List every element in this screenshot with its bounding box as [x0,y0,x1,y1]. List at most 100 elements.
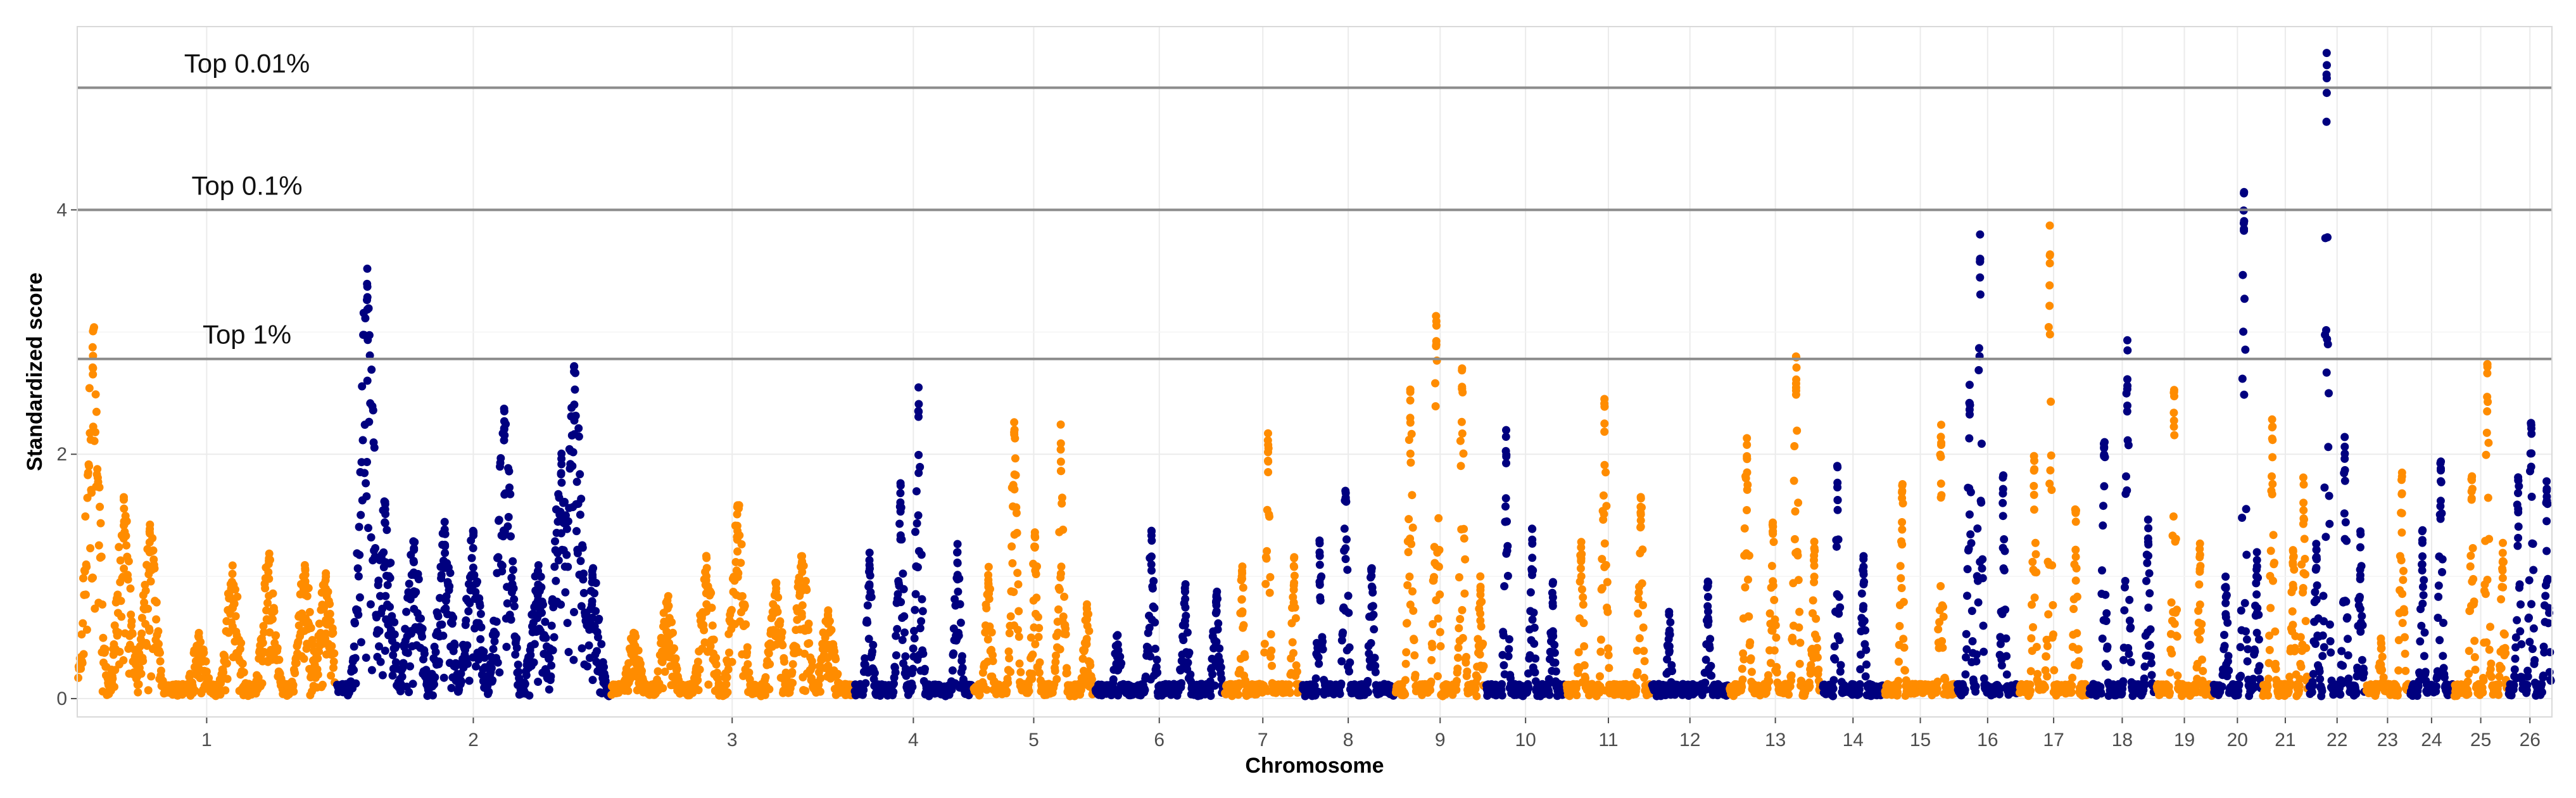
snp-point [1458,634,1467,642]
snp-point [910,634,919,643]
snp-point [1855,680,1864,688]
snp-point [1013,626,1022,634]
snp-point [498,561,507,570]
snp-point [1086,661,1095,670]
snp-point [892,651,900,660]
snp-point [236,645,244,654]
snp-point [1263,547,1272,555]
snp-point [471,588,480,597]
snp-point [1147,531,1156,540]
snp-point [984,579,993,588]
snp-point [1406,396,1415,405]
snp-point [1598,555,1607,564]
snp-point [550,562,559,571]
snp-point [330,649,339,658]
snp-point [376,657,385,666]
snp-point [918,607,927,616]
snp-point [1436,628,1444,636]
snp-point [502,642,511,651]
snp-point [79,619,87,628]
snp-point [1461,555,1470,564]
snp-point [390,618,399,626]
snp-point [1829,692,1838,700]
snp-point [1898,540,1907,549]
snp-point [139,657,148,666]
snp-point [437,571,446,580]
snp-point [1965,510,1974,519]
snp-point [1831,655,1840,664]
snp-point [1344,609,1353,618]
snp-point [1601,468,1610,477]
snp-point [1434,614,1443,623]
snp-point [362,654,370,662]
snp-point [1432,340,1441,349]
snp-point [1639,647,1648,656]
snp-point [1290,571,1299,580]
snp-point [390,630,399,639]
snp-point [263,598,272,607]
snp-point [1035,668,1044,677]
snp-point [916,462,925,471]
snp-point [329,657,338,666]
snp-point [1367,612,1376,621]
snp-point [1479,639,1487,648]
snp-point [491,630,500,638]
snp-point [441,548,450,557]
snp-point [327,642,336,650]
snp-point [901,652,910,661]
snp-point [1937,421,1945,429]
snp-point [1235,666,1244,674]
snp-point [1787,671,1796,680]
snp-point [901,664,910,673]
snp-point [1743,506,1751,514]
snp-point [1471,685,1480,694]
snp-point [1763,684,1772,693]
snp-point [1524,669,1532,678]
snp-point [733,521,742,530]
snp-point [984,588,993,597]
snp-point [1738,683,1746,691]
snp-point [429,691,437,700]
snp-point [1596,635,1605,644]
snp-point [487,664,496,673]
snp-point [358,436,367,445]
snp-point [890,680,898,688]
snp-point [1012,509,1021,517]
snp-point [145,626,154,635]
snp-point [1810,561,1819,570]
snp-point [574,424,583,433]
snp-point [550,633,559,642]
snp-point [1812,614,1821,623]
snp-point [289,687,298,696]
snp-point [859,686,868,694]
snp-point [1404,548,1413,557]
snp-point [1574,648,1583,657]
snp-point [1056,439,1065,448]
snp-point [194,655,203,664]
snp-point [1031,640,1040,649]
chromosome-points [1562,395,1655,700]
snp-point [147,672,156,681]
snp-point [1114,666,1123,674]
snp-point [1207,664,1216,673]
snp-point [869,640,878,649]
snp-point [1895,657,1903,666]
snp-point [702,572,710,581]
snp-point [1436,642,1445,650]
snp-point [1974,366,1983,374]
snp-point [1025,687,1033,695]
snp-point [541,633,550,642]
snp-point [140,598,149,607]
snp-point [319,680,327,689]
snp-point [490,637,499,646]
snp-point [1528,571,1536,580]
snp-point [1528,535,1537,544]
snp-point [96,519,105,528]
snp-point [736,559,745,567]
snp-point [1370,625,1379,634]
snp-point [1184,658,1192,667]
snp-point [264,567,273,576]
snp-point [1153,668,1162,677]
snp-point [1576,564,1585,573]
snp-point [1459,449,1468,458]
